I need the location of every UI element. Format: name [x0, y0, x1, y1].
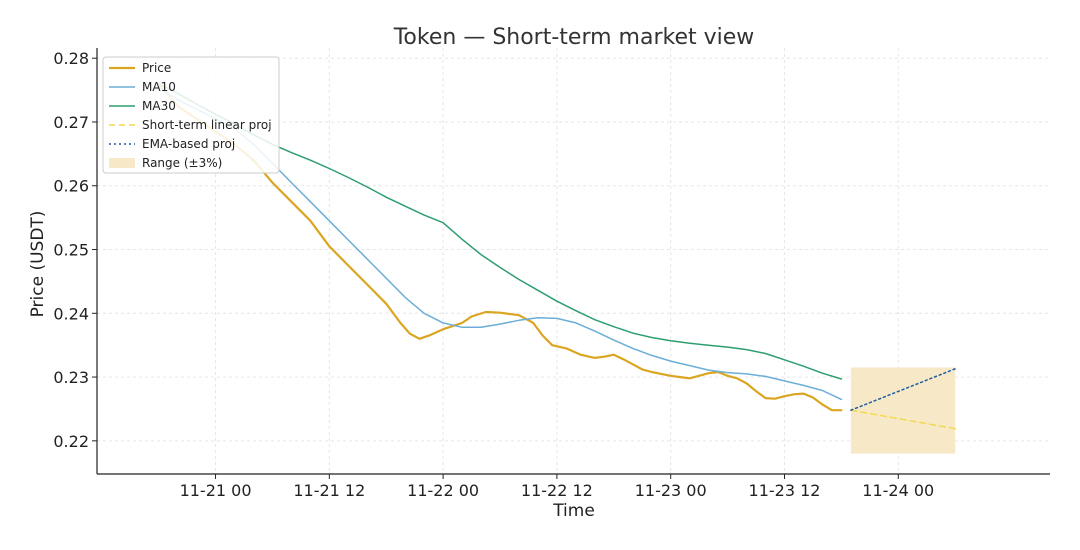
y-tick-label: 0.25	[53, 241, 89, 260]
x-tick-label: 11-22 12	[521, 481, 593, 500]
x-tick-label: 11-24 00	[862, 481, 934, 500]
range-band	[850, 367, 956, 454]
legend-label-ema-based-proj: EMA-based proj	[142, 137, 235, 151]
series-line-ema-based-proj	[850, 368, 956, 411]
legend-frame	[102, 56, 280, 174]
x-tick-label: 11-23 00	[635, 481, 707, 500]
axes	[92, 48, 1050, 479]
y-axis-label: Price (USDT)	[28, 211, 48, 318]
y-tick-label: 0.27	[53, 113, 89, 132]
y-tick-label: 0.23	[53, 368, 89, 387]
legend-label-price: Price	[142, 61, 171, 75]
legend-label-short-term-linear-proj: Short-term linear proj	[142, 118, 272, 132]
legend-label-range-3: Range (±3%)	[142, 156, 222, 170]
tick-labels: 11-21 00 11-21 12 11-22 00 11-22 12 11-23 00…	[53, 49, 934, 500]
series-line-price	[157, 82, 843, 412]
chart-title: Token — Short-term market view	[393, 25, 755, 50]
x-axis-label: Time	[552, 501, 595, 521]
legend-label-ma10: MA10	[142, 80, 176, 94]
legend-label-ma30: MA30	[142, 99, 176, 113]
y-tick-label: 0.28	[53, 49, 89, 68]
y-tick-label: 0.22	[53, 432, 89, 451]
x-tick-label: 11-23 12	[749, 481, 821, 500]
x-tick-label: 11-21 00	[180, 481, 252, 500]
x-tick-label: 11-22 00	[407, 481, 479, 500]
legend: Price MA10 MA30 Short-term linear proj EMA-b…	[102, 56, 280, 174]
x-tick-label: 11-21 12	[293, 481, 365, 500]
range-band-layer	[850, 367, 956, 454]
y-tick-label: 0.24	[53, 304, 89, 323]
legend-swatch-range	[109, 158, 135, 168]
y-tick-label: 0.26	[53, 177, 89, 196]
series-line-short-term-linear-proj	[850, 409, 956, 430]
